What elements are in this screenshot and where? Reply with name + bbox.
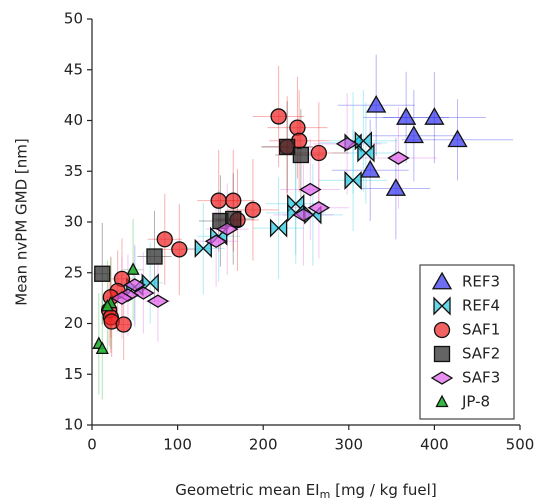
y-tick-label: 20 bbox=[64, 314, 83, 332]
marker bbox=[307, 201, 331, 215]
marker bbox=[396, 107, 417, 125]
marker bbox=[94, 265, 111, 282]
y-tick-label: 15 bbox=[64, 365, 83, 383]
marker bbox=[204, 234, 228, 249]
marker bbox=[310, 144, 327, 162]
y-tick-label: 40 bbox=[64, 111, 83, 129]
marker bbox=[100, 298, 114, 312]
x-tick-label: 100 bbox=[163, 436, 192, 454]
legend-label: REF3 bbox=[462, 273, 500, 291]
y-axis-label: Mean nvPM GMD [nm] bbox=[13, 138, 31, 305]
legend-marker bbox=[433, 345, 451, 363]
x-axis-label-part: Geometric mean EI bbox=[175, 481, 319, 499]
legend-marker bbox=[433, 296, 451, 316]
marker bbox=[360, 159, 381, 178]
legend: REF3 REF4 SAF1 SAF2 SAF3 JP-8 bbox=[419, 264, 515, 420]
x-tick-label: 0 bbox=[87, 436, 97, 454]
y-tick-label: 50 bbox=[64, 10, 83, 28]
x-axis-label-part: [mg / kg fuel] bbox=[330, 481, 436, 499]
legend-box bbox=[419, 264, 515, 420]
marker bbox=[132, 286, 155, 300]
x-tick-label: 300 bbox=[334, 436, 363, 454]
x-tick-label: 500 bbox=[506, 436, 535, 454]
marker bbox=[225, 192, 242, 209]
legend-label: SAF1 bbox=[462, 321, 500, 339]
marker bbox=[385, 178, 407, 196]
legend-label: SAF2 bbox=[462, 345, 500, 363]
marker bbox=[146, 294, 170, 308]
y-tick-label: 10 bbox=[64, 416, 83, 434]
marker bbox=[115, 316, 132, 333]
marker bbox=[387, 151, 410, 165]
marker bbox=[366, 94, 387, 113]
legend-marker bbox=[431, 271, 453, 290]
x-tick-label: 200 bbox=[249, 436, 278, 454]
marker bbox=[357, 143, 375, 163]
marker bbox=[344, 170, 362, 190]
marker bbox=[95, 341, 109, 355]
marker bbox=[123, 278, 147, 292]
legend-marker bbox=[435, 394, 449, 408]
y-tick-label: 35 bbox=[64, 162, 83, 180]
legend-marker bbox=[430, 371, 454, 385]
marker bbox=[299, 182, 322, 197]
marker bbox=[215, 222, 239, 236]
marker bbox=[447, 129, 468, 148]
marker bbox=[270, 108, 287, 125]
marker bbox=[171, 241, 188, 258]
y-tick-label: 45 bbox=[64, 60, 83, 78]
marker bbox=[292, 208, 315, 222]
marker bbox=[156, 231, 173, 248]
marker bbox=[126, 262, 140, 275]
marker bbox=[244, 201, 262, 218]
marker bbox=[110, 291, 134, 305]
legend-marker bbox=[433, 321, 451, 339]
marker bbox=[146, 248, 163, 265]
legend-label: REF4 bbox=[462, 297, 500, 315]
marker bbox=[335, 137, 359, 151]
legend-label: SAF3 bbox=[462, 369, 500, 387]
legend-label: JP-8 bbox=[461, 393, 490, 411]
x-axis-label: Geometric mean EIm [mg / kg fuel] bbox=[175, 481, 436, 502]
x-tick-label: 400 bbox=[420, 436, 449, 454]
marker bbox=[424, 107, 445, 125]
y-tick-label: 25 bbox=[64, 263, 83, 281]
y-tick-label: 30 bbox=[64, 213, 83, 231]
marker bbox=[292, 146, 310, 164]
marker bbox=[210, 192, 227, 209]
x-axis-label-part: m bbox=[320, 488, 331, 501]
marker bbox=[269, 218, 288, 238]
marker bbox=[279, 138, 296, 156]
marker bbox=[403, 125, 424, 144]
